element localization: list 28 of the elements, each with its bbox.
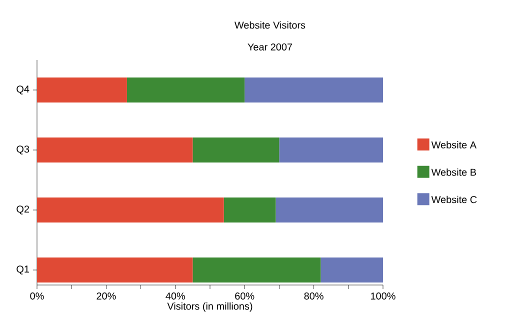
bar <box>192 138 280 162</box>
bar <box>37 77 127 102</box>
y-tick-label: Q2 <box>16 206 29 214</box>
legend-label: Website C <box>431 196 477 204</box>
bar <box>37 138 193 162</box>
bar <box>244 77 384 102</box>
y-tick-label: Q3 <box>16 146 30 154</box>
bar <box>37 198 224 222</box>
chart-title: Website Visitors <box>234 21 306 29</box>
y-tick-label: Q1 <box>16 266 30 274</box>
x-tick-label: 60% <box>235 292 254 300</box>
x-axis-title: Visitors (in millions) <box>167 302 252 312</box>
x-tick-label: 100% <box>371 292 396 300</box>
x-tick-label: 40% <box>166 292 186 300</box>
bar <box>192 258 321 282</box>
legend-label: Website A <box>431 141 477 148</box>
x-tick-label: 0% <box>30 292 44 300</box>
bar <box>320 258 384 282</box>
legend-label: Website B <box>431 168 476 176</box>
x-tick-label: 80% <box>304 292 324 300</box>
bar <box>37 258 193 282</box>
chart-subtitle: Year 2007 <box>248 43 292 51</box>
x-tick-label: 20% <box>96 292 116 300</box>
bar <box>279 138 384 162</box>
y-tick-label: Q4 <box>16 86 30 94</box>
bar <box>276 198 384 222</box>
bar <box>126 77 245 102</box>
bar <box>224 198 276 222</box>
